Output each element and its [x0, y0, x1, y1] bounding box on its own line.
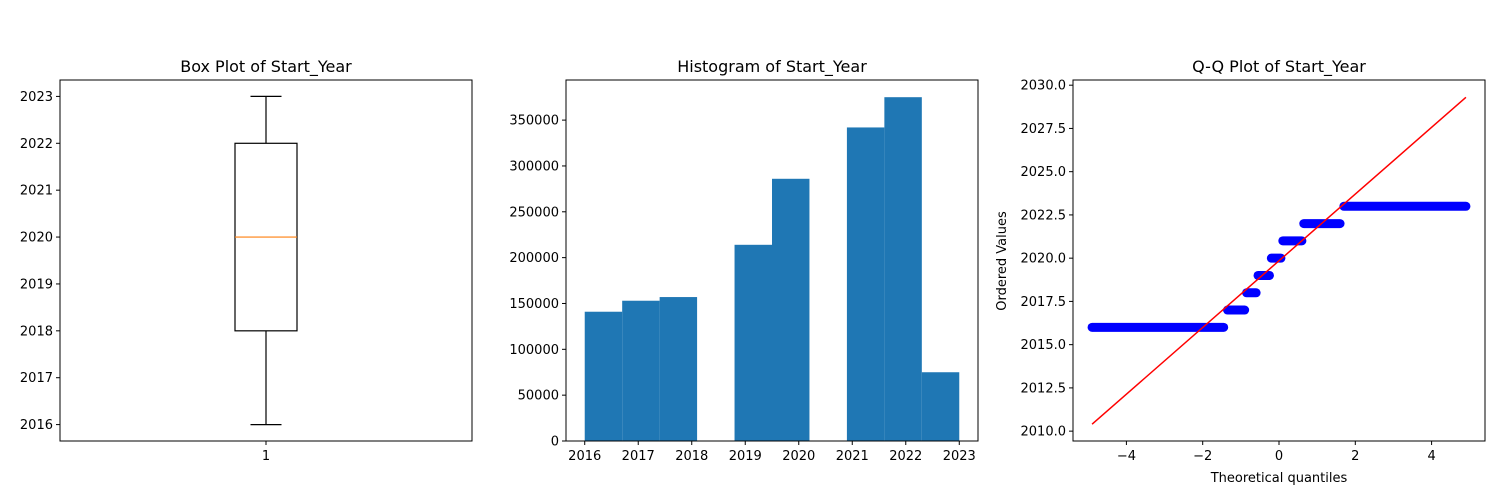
histogram-bar	[584, 311, 623, 441]
y-tick-label: 2021	[20, 184, 53, 199]
y-tick-label: 0	[551, 435, 559, 450]
qq-plot-points	[1087, 201, 1471, 332]
histogram-y-ticks: 0 50000 100000 150000 200000 250000 300000 3500…	[509, 114, 566, 450]
histogram-bar	[921, 372, 960, 441]
x-tick-label: 2023	[943, 449, 976, 464]
box-plot-marks	[234, 95, 298, 426]
qq-plot-x-axis-label: Theoretical quantiles	[1210, 471, 1348, 486]
y-tick-label: 2022	[20, 137, 53, 152]
y-tick-label: 350000	[509, 114, 559, 129]
histogram-bar	[659, 297, 698, 441]
y-tick-label: 2016	[20, 418, 53, 433]
histogram-bar	[734, 244, 772, 441]
y-tick-label: 2015.0	[1021, 338, 1067, 353]
y-tick-label: 2020.0	[1021, 252, 1067, 267]
y-tick-label: 150000	[509, 297, 559, 312]
x-tick-label: 2020	[782, 449, 815, 464]
histogram-title: Histogram of Start_Year	[677, 57, 867, 77]
box-plot-title: Box Plot of Start_Year	[180, 57, 352, 77]
y-tick-label: 2020	[20, 231, 53, 246]
y-tick-label: 100000	[509, 343, 559, 358]
box-plot-panel: Box Plot of Start_Year 20162017201820192…	[20, 57, 473, 464]
histogram-bars	[584, 97, 960, 442]
y-tick-label: 2017	[20, 371, 53, 386]
x-tick-label: 0	[1275, 449, 1283, 464]
histogram-x-ticks: 2016 2017 2018 2019 2020 2021 2022 2023	[568, 441, 976, 464]
qq-plot-title: Q-Q Plot of Start_Year	[1192, 57, 1366, 77]
x-tick-label: 2016	[568, 449, 601, 464]
qq-plot-panel: Q-Q Plot of Start_Year 2010.0 2012.5 2015.…	[995, 57, 1486, 486]
y-tick-label: 2019	[20, 277, 53, 292]
y-tick-label: 2012.5	[1021, 381, 1067, 396]
y-tick-label: 2030.0	[1021, 79, 1067, 94]
x-tick-label: −2	[1193, 449, 1212, 464]
qq-plot-y-axis-label: Ordered Values	[995, 211, 1010, 311]
qq-plot-x-ticks: −4 −2 0 2 4	[1117, 441, 1436, 464]
histogram-bar	[846, 127, 885, 442]
x-tick-label: 2019	[729, 449, 762, 464]
qq-plot-fit-line-group	[1091, 96, 1467, 425]
y-tick-label: 200000	[509, 251, 559, 266]
box-plot-y-ticks: 2016 2017 2018 2019 2020 2021 2022 2023	[20, 90, 60, 433]
x-tick-label: 2	[1351, 449, 1359, 464]
x-tick-label: −4	[1117, 449, 1136, 464]
y-tick-label: 2027.5	[1021, 122, 1067, 137]
y-tick-label: 50000	[518, 389, 559, 404]
y-tick-label: 300000	[509, 159, 559, 174]
x-tick-label: 2017	[622, 449, 655, 464]
y-tick-label: 2022.5	[1021, 208, 1067, 223]
y-tick-label: 2010.0	[1021, 425, 1067, 440]
qq-fit-line	[1091, 96, 1467, 425]
y-tick-label: 2023	[20, 90, 53, 105]
histogram-panel: Histogram of Start_Year 0 50000 100000 1500…	[509, 57, 979, 464]
y-tick-label: 2017.5	[1021, 295, 1067, 310]
x-tick-label: 2022	[889, 449, 922, 464]
x-tick-label: 2018	[675, 449, 708, 464]
box-plot-x-ticks: 1	[262, 441, 270, 464]
qq-plot-y-ticks: 2010.0 2012.5 2015.0 2017.5 2020.0 2022.5 2025…	[1021, 79, 1073, 440]
x-tick-label: 2021	[836, 449, 869, 464]
histogram-bar	[622, 300, 660, 441]
histogram-axes-frame	[565, 79, 979, 442]
x-tick-label: 1	[262, 449, 270, 464]
x-tick-label: 4	[1427, 449, 1435, 464]
y-tick-label: 2025.0	[1021, 165, 1067, 180]
y-tick-label: 250000	[509, 205, 559, 220]
histogram-bar	[884, 97, 922, 441]
histogram-bar	[772, 178, 810, 441]
y-tick-label: 2018	[20, 324, 53, 339]
